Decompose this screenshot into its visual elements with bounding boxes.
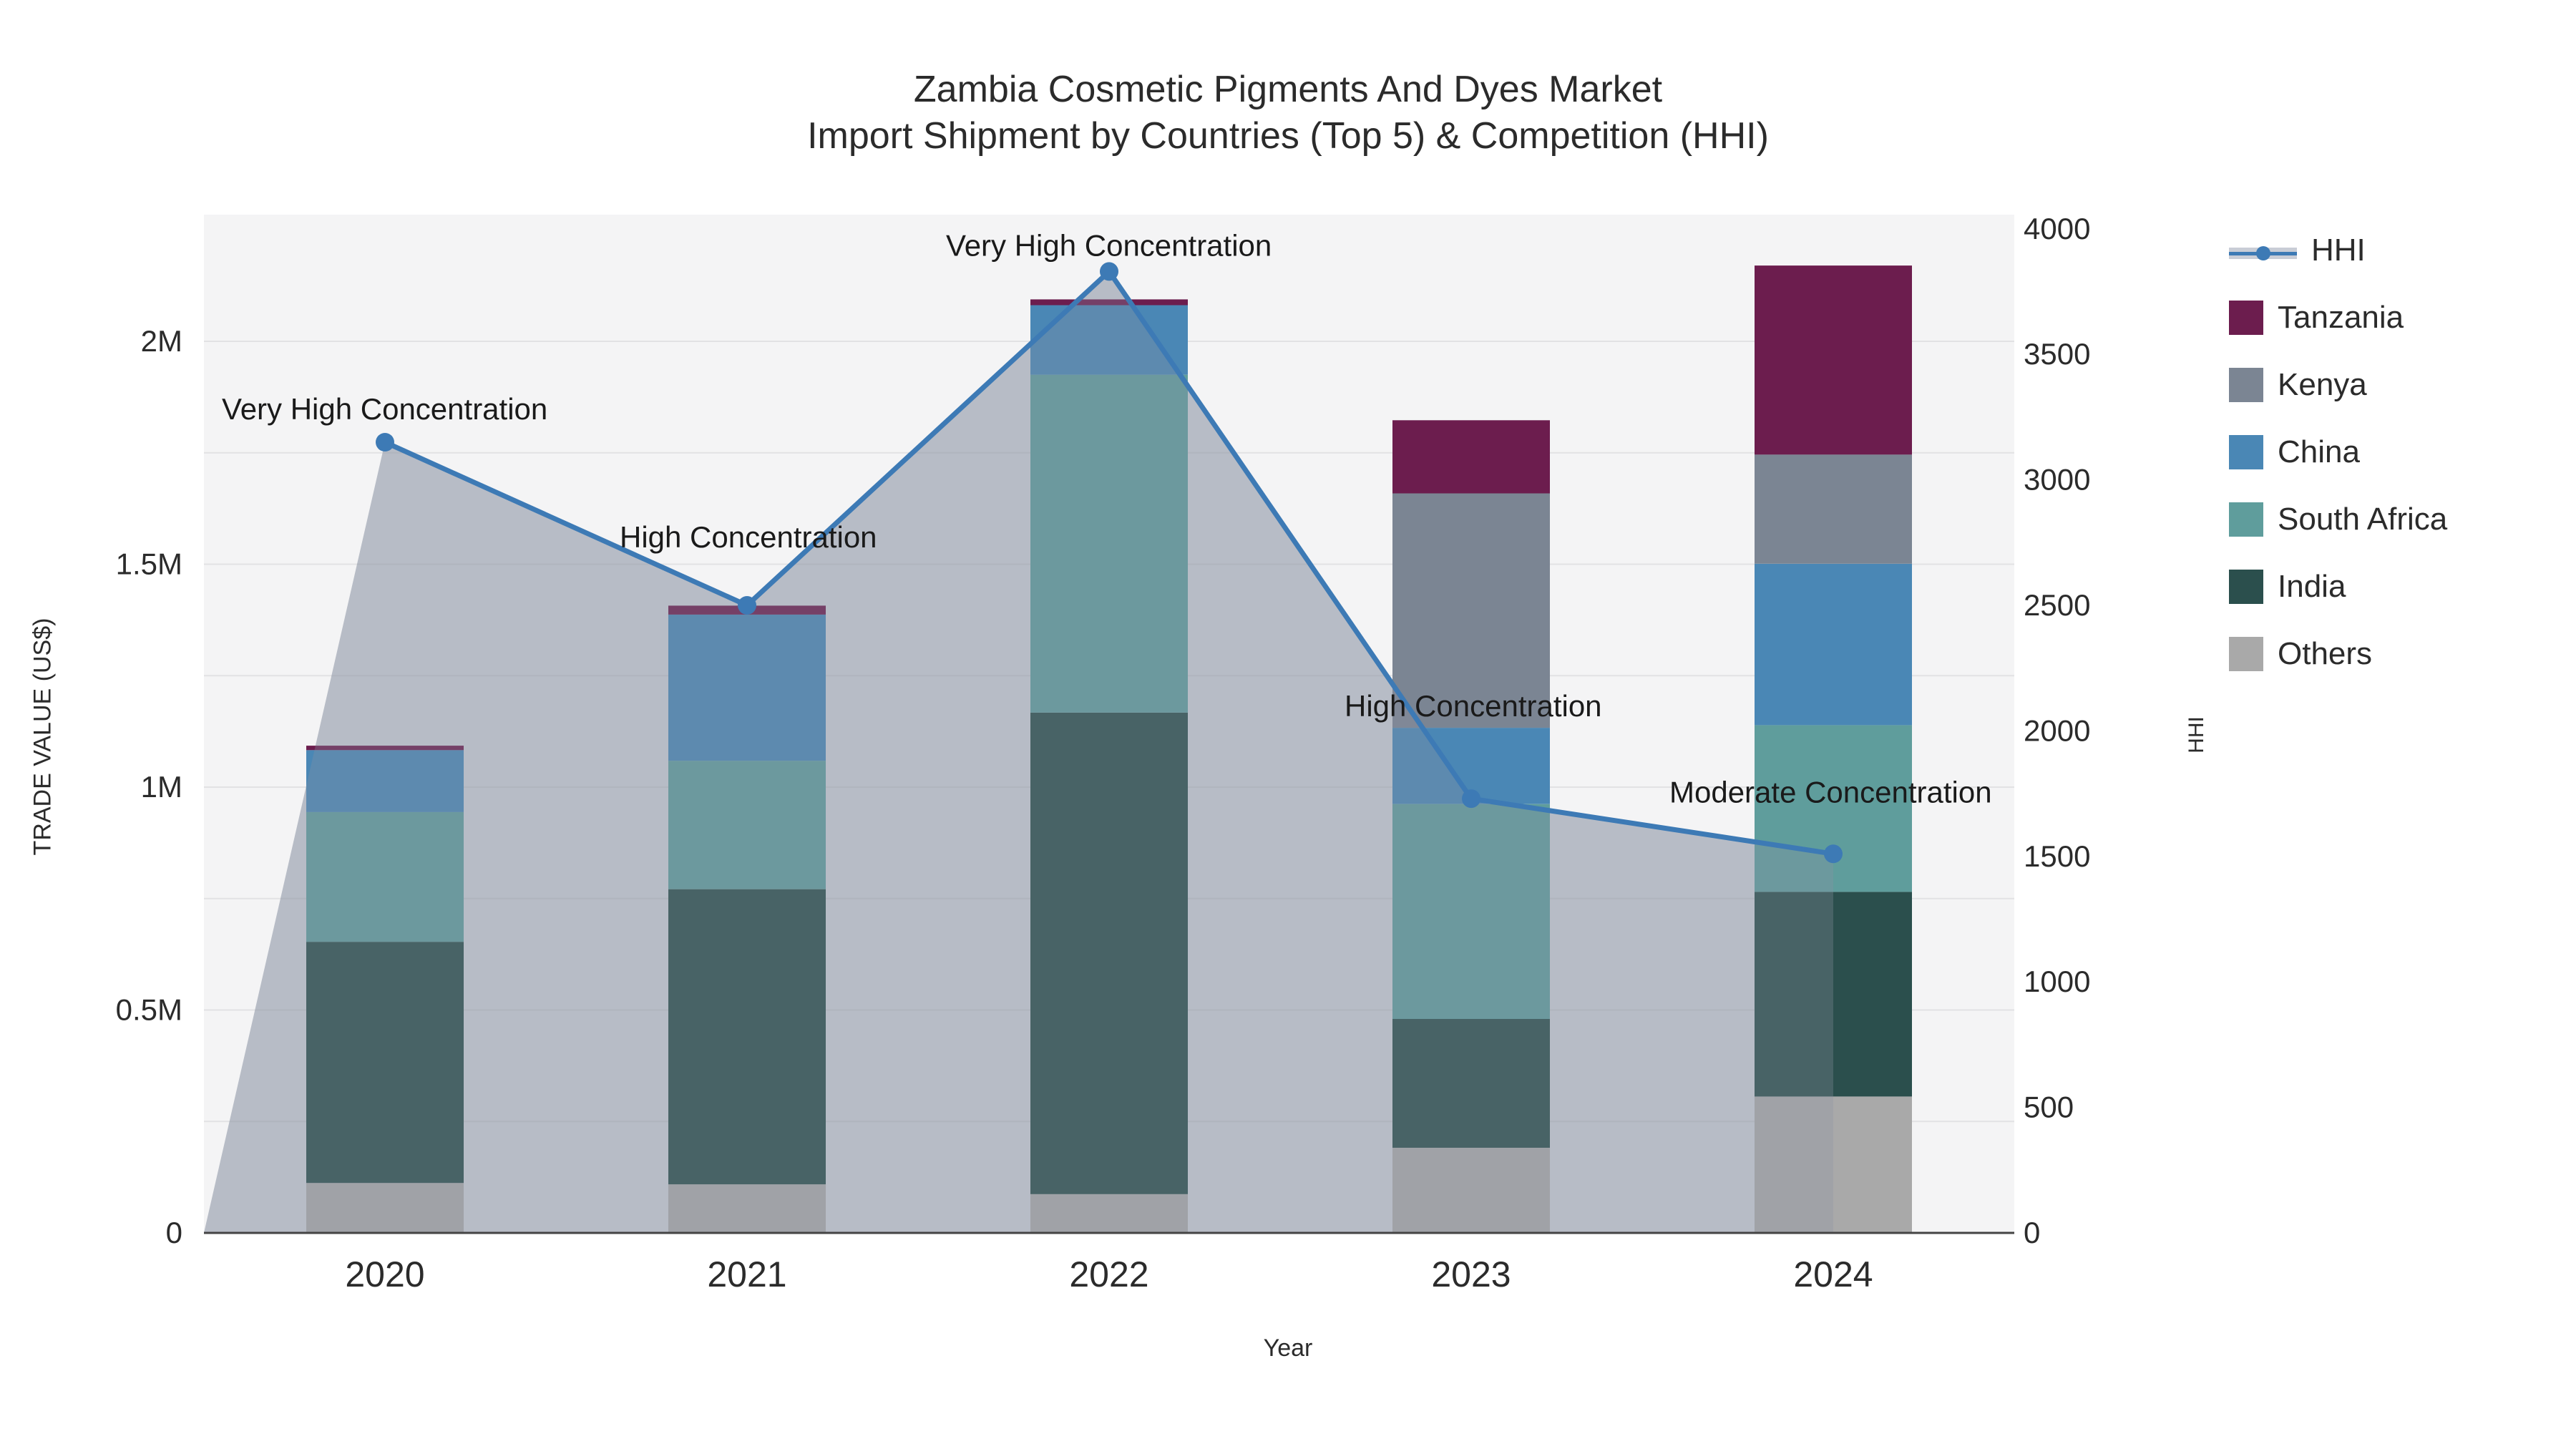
svg-text:Moderate Concentration: Moderate Concentration: [1669, 775, 1992, 809]
svg-text:Very High Concentration: Very High Concentration: [946, 228, 1272, 262]
svg-text:1.5M: 1.5M: [116, 547, 182, 581]
svg-text:500: 500: [2024, 1091, 2074, 1124]
svg-text:1M: 1M: [141, 770, 182, 804]
svg-text:2024: 2024: [1793, 1254, 1873, 1294]
svg-text:0.5M: 0.5M: [116, 993, 182, 1027]
svg-text:High Concentration: High Concentration: [1345, 689, 1602, 723]
svg-text:3500: 3500: [2024, 337, 2090, 371]
svg-text:1500: 1500: [2024, 839, 2090, 873]
svg-text:2020: 2020: [345, 1254, 424, 1294]
svg-text:High Concentration: High Concentration: [620, 520, 877, 554]
svg-text:0: 0: [166, 1216, 182, 1249]
svg-text:Very High Concentration: Very High Concentration: [222, 392, 547, 426]
svg-text:2021: 2021: [707, 1254, 786, 1294]
svg-text:2022: 2022: [1069, 1254, 1148, 1294]
svg-text:0: 0: [2024, 1216, 2040, 1249]
svg-text:2M: 2M: [141, 324, 182, 358]
svg-text:4000: 4000: [2024, 212, 2090, 245]
svg-text:2023: 2023: [1431, 1254, 1511, 1294]
svg-text:2500: 2500: [2024, 588, 2090, 622]
svg-text:1000: 1000: [2024, 965, 2090, 998]
svg-text:2000: 2000: [2024, 713, 2090, 747]
svg-text:3000: 3000: [2024, 463, 2090, 497]
